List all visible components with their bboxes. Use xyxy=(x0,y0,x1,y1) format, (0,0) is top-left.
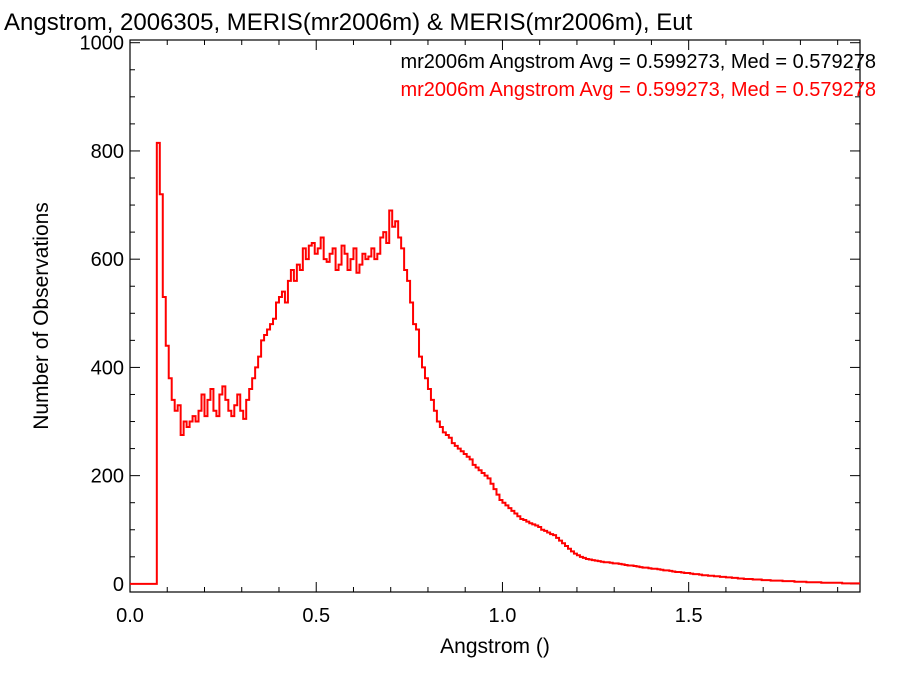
plot-frame xyxy=(129,39,861,593)
stats-annotation-black: mr2006m Angstrom Avg = 0.599273, Med = 0… xyxy=(400,51,876,73)
y-axis-ticks: 0 200 400 600 800 1000 xyxy=(80,33,860,596)
chart-title: Angstrom, 2006305, MERIS(mr2006m) & MERI… xyxy=(4,9,693,36)
y-tick-label: 1000 xyxy=(80,33,125,55)
x-axis-ticks: 0.0 0.5 1.0 1.5 xyxy=(116,40,839,627)
y-tick-label: 400 xyxy=(91,357,124,379)
y-axis-label: Number of Observations xyxy=(30,202,53,430)
y-tick-label: 200 xyxy=(91,466,124,488)
x-tick-label: 1.5 xyxy=(675,605,703,627)
x-tick-label: 0.5 xyxy=(302,605,330,627)
y-tick-label: 800 xyxy=(91,141,124,163)
x-tick-label: 1.0 xyxy=(489,605,517,627)
y-tick-label: 0 xyxy=(113,574,124,596)
x-axis-label: Angstrom () xyxy=(440,635,550,658)
x-tick-label: 0.0 xyxy=(116,605,144,627)
histogram-series-line xyxy=(130,141,860,585)
y-tick-label: 600 xyxy=(91,249,124,271)
stats-annotation-red: mr2006m Angstrom Avg = 0.599273, Med = 0… xyxy=(400,79,876,101)
